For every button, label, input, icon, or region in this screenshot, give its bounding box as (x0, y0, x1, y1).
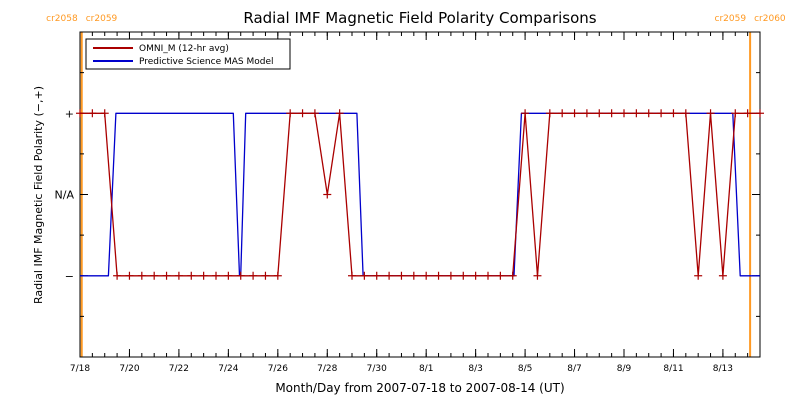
series-0-point-7 (162, 271, 171, 280)
series-0-point-2 (100, 109, 109, 118)
series-0-point-34 (496, 271, 505, 280)
x-tick-label-13: 8/13 (713, 364, 733, 374)
series-0-point-18 (298, 109, 307, 118)
x-tick-label-0: 7/18 (70, 364, 90, 374)
series-0-point-1 (88, 109, 97, 118)
series-0-point-53 (731, 109, 740, 118)
y-tick-label-0: + (65, 107, 74, 120)
series-0-point-29 (434, 271, 443, 280)
x-tick-label-9: 8/5 (518, 364, 532, 374)
x-tick-label-2: 7/22 (169, 364, 189, 374)
series-0-point-30 (446, 271, 455, 280)
series-0-point-13 (236, 271, 245, 280)
series-0-point-6 (150, 271, 159, 280)
x-tick-label-7: 8/1 (419, 364, 433, 374)
y-axis-label: Radial IMF Magnetic Field Polarity (−,+) (32, 86, 45, 304)
series-0-point-36 (521, 109, 530, 118)
carrington-right-label-0: cr2059 (86, 14, 118, 24)
series-0-point-37 (533, 271, 542, 280)
series-0-point-45 (632, 109, 641, 118)
series-0-point-3 (113, 271, 122, 280)
legend-label-omni: OMNI_M (12-hr avg) (139, 44, 229, 54)
series-0-point-8 (174, 271, 183, 280)
y-tick-label-2: − (65, 270, 74, 283)
series-0-point-17 (286, 109, 295, 118)
x-tick-label-11: 8/9 (617, 364, 632, 374)
series-0-point-16 (273, 271, 282, 280)
series-0-point-22 (348, 271, 356, 280)
series-layer (76, 109, 764, 280)
series-0-point-4 (125, 271, 134, 280)
series-0-point-51 (706, 109, 715, 118)
series-0-point-12 (224, 271, 233, 280)
x-tick-label-12: 8/11 (663, 364, 683, 374)
chart-title: Radial IMF Magnetic Field Polarity Compa… (243, 9, 596, 27)
x-tick-label-1: 7/20 (119, 364, 139, 374)
series-0-point-23 (360, 271, 369, 280)
x-tick-label-8: 8/3 (468, 364, 482, 374)
x-tick-label-4: 7/26 (268, 364, 288, 374)
carrington-right-label-1: cr2060 (754, 14, 786, 24)
x-axis-label: Month/Day from 2007-07-18 to 2007-08-14 … (275, 381, 564, 395)
series-0-point-10 (199, 271, 208, 280)
legend-label-mas: Predictive Science MAS Model (139, 57, 274, 67)
legend: OMNI_M (12-hr avg) Predictive Science MA… (85, 38, 291, 70)
series-0-point-11 (212, 271, 220, 280)
series-0-point-50 (694, 271, 703, 280)
series-0-point-9 (187, 271, 196, 280)
series-0-point-46 (644, 109, 653, 118)
x-tick-label-5: 7/28 (317, 364, 337, 374)
x-tick-label-10: 8/7 (567, 364, 581, 374)
series-0-point-27 (409, 271, 418, 280)
series-0-point-55 (756, 109, 764, 118)
series-0-point-44 (620, 109, 628, 118)
series-0-point-15 (261, 271, 270, 280)
carrington-left-label-0: cr2058 (46, 14, 78, 24)
series-0-point-39 (558, 109, 567, 118)
series-0-point-43 (607, 109, 616, 118)
series-0-point-54 (743, 109, 752, 118)
series-0-point-40 (570, 109, 579, 118)
series-0-point-20 (323, 190, 332, 199)
series-0-point-42 (595, 109, 604, 118)
series-0-point-52 (718, 271, 727, 280)
x-axis: 7/18 7/20 7/22 7/24 7/26 7/28 7/30 8/1 8/3 8/5 8/7… (70, 32, 761, 374)
series-0-point-25 (385, 271, 394, 280)
series-0-point-41 (582, 109, 591, 118)
series-0-point-14 (249, 271, 258, 280)
series-0-point-21 (335, 109, 344, 118)
carrington-left-label-1: cr2059 (715, 14, 747, 24)
series-0-point-48 (669, 109, 678, 118)
series-0-point-19 (310, 109, 319, 118)
series-0-point-35 (508, 271, 517, 280)
series-0-point-47 (657, 109, 666, 118)
series-0-point-28 (422, 271, 431, 280)
series-0-point-49 (681, 109, 690, 118)
series-0-point-26 (397, 271, 406, 280)
series-0-point-5 (137, 271, 146, 280)
series-0-point-0 (76, 109, 84, 118)
series-0-point-38 (545, 109, 554, 118)
series-0-point-32 (471, 271, 480, 280)
legend-box (85, 38, 291, 70)
x-tick-label-3: 7/24 (218, 364, 238, 374)
x-tick-label-6: 7/30 (367, 364, 387, 374)
y-tick-label-1: N/A (55, 189, 75, 202)
series-0-point-24 (372, 271, 381, 280)
series-0-point-33 (484, 271, 492, 280)
series-0-point-31 (459, 271, 468, 280)
